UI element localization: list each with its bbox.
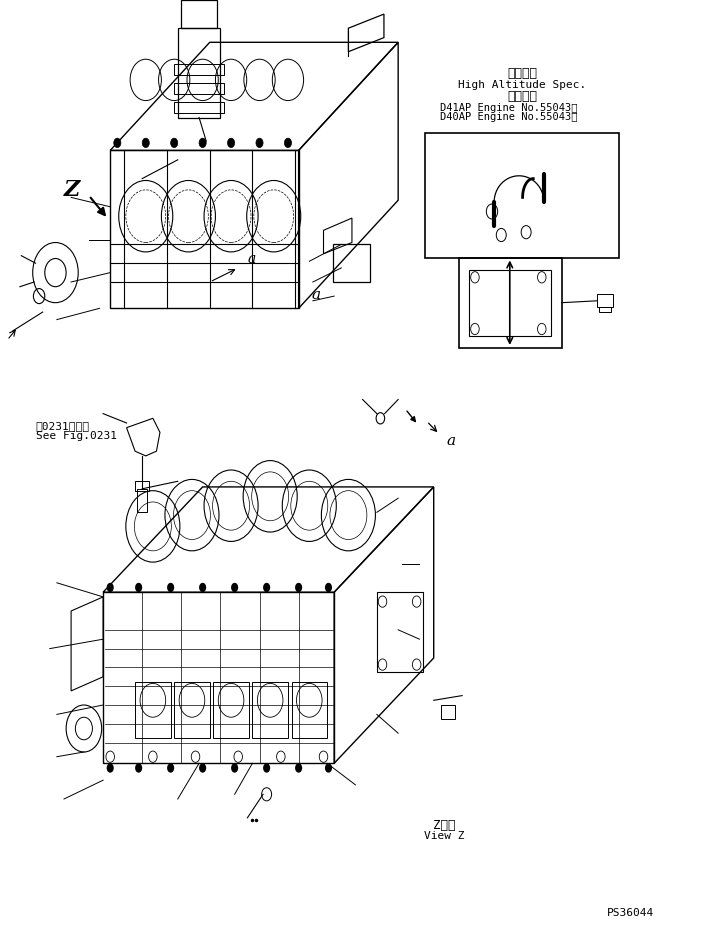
Circle shape bbox=[231, 763, 238, 773]
Text: Z: Z bbox=[64, 179, 80, 200]
Text: a: a bbox=[447, 433, 456, 447]
Text: 第0231図参照: 第0231図参照 bbox=[36, 420, 90, 431]
Bar bbox=[469, 270, 551, 336]
Bar bbox=[425, 133, 619, 258]
Circle shape bbox=[142, 138, 149, 148]
Circle shape bbox=[167, 763, 174, 773]
Text: See Fig.0231: See Fig.0231 bbox=[36, 431, 117, 441]
Circle shape bbox=[263, 763, 270, 773]
Circle shape bbox=[107, 583, 114, 592]
Circle shape bbox=[228, 138, 235, 148]
Circle shape bbox=[295, 583, 302, 592]
Bar bbox=[135, 481, 149, 491]
Bar bbox=[137, 489, 147, 512]
Circle shape bbox=[135, 583, 142, 592]
Text: a: a bbox=[247, 252, 256, 266]
Circle shape bbox=[199, 138, 206, 148]
Text: D41AP Engine No.55043～: D41AP Engine No.55043～ bbox=[439, 102, 577, 113]
Bar bbox=[292, 682, 327, 738]
Circle shape bbox=[114, 138, 121, 148]
Bar bbox=[377, 592, 423, 672]
Circle shape bbox=[256, 138, 263, 148]
Bar bbox=[135, 682, 171, 738]
Bar bbox=[459, 258, 562, 348]
Circle shape bbox=[263, 583, 270, 592]
Bar bbox=[252, 682, 288, 738]
Circle shape bbox=[284, 138, 292, 148]
Circle shape bbox=[325, 583, 332, 592]
Circle shape bbox=[199, 763, 206, 773]
Bar bbox=[174, 682, 210, 738]
Circle shape bbox=[135, 763, 142, 773]
Circle shape bbox=[295, 763, 302, 773]
Circle shape bbox=[167, 583, 174, 592]
Circle shape bbox=[107, 763, 114, 773]
Circle shape bbox=[199, 583, 206, 592]
Text: D40AP Engine No.55043～: D40AP Engine No.55043～ bbox=[439, 112, 577, 122]
Bar bbox=[597, 294, 613, 307]
Circle shape bbox=[171, 138, 178, 148]
Circle shape bbox=[231, 583, 238, 592]
Text: a: a bbox=[312, 288, 321, 302]
Bar bbox=[213, 682, 249, 738]
Text: 適用号機: 適用号機 bbox=[508, 89, 538, 102]
Text: 高地仕様: 高地仕様 bbox=[508, 67, 538, 80]
Text: High Altitude Spec.: High Altitude Spec. bbox=[459, 80, 587, 90]
Text: View Z: View Z bbox=[424, 831, 464, 841]
Text: PS36044: PS36044 bbox=[607, 908, 654, 918]
Text: Z　視: Z 視 bbox=[433, 819, 456, 832]
Bar bbox=[599, 307, 611, 312]
Circle shape bbox=[325, 763, 332, 773]
